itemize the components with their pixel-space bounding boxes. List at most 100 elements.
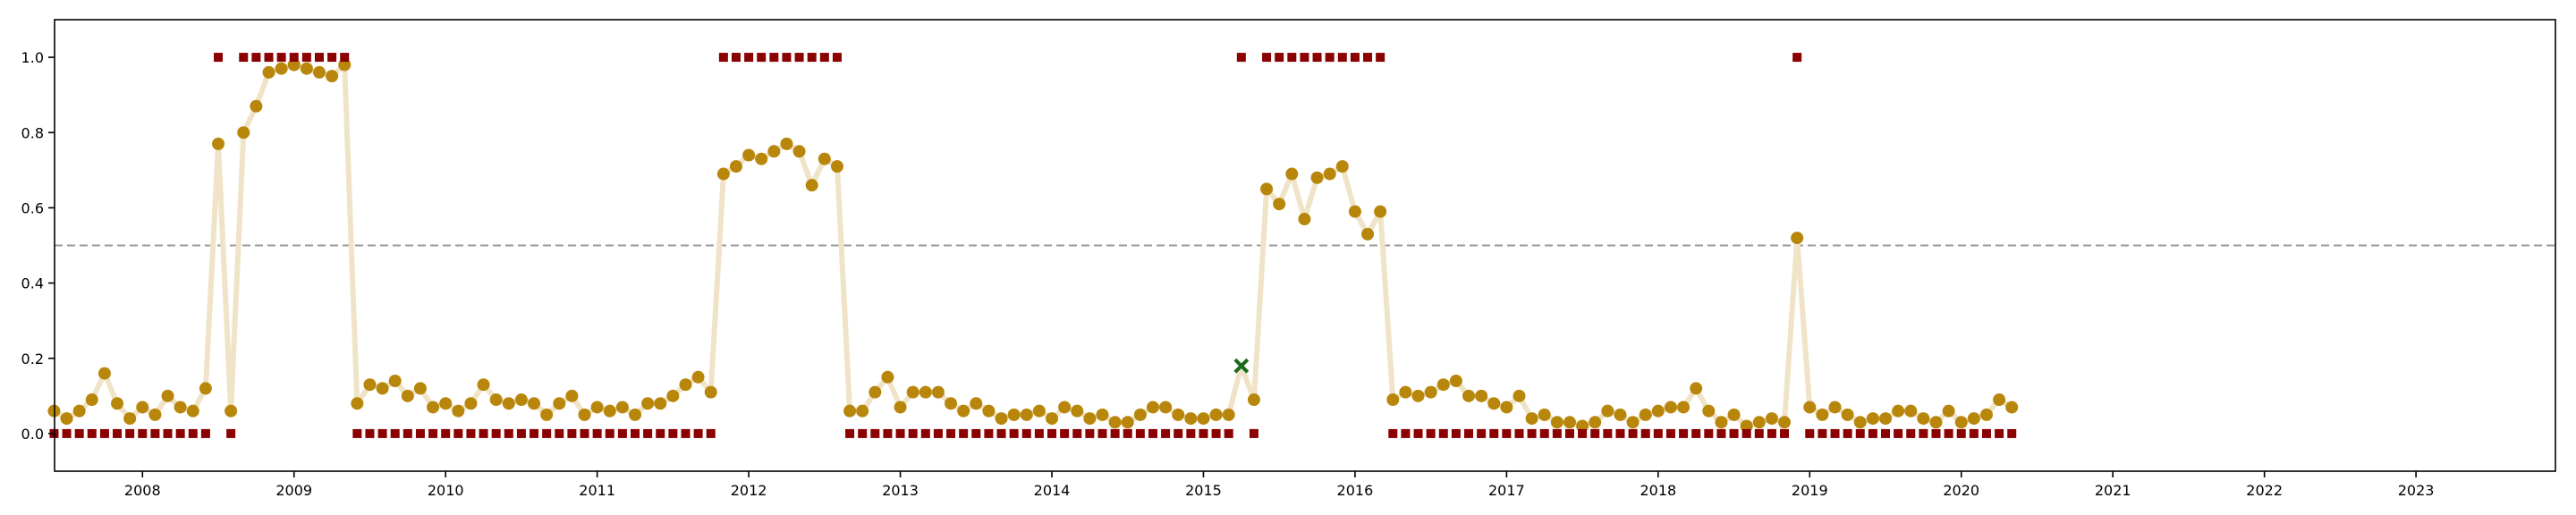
probability-point — [1778, 416, 1792, 429]
class-marker — [1224, 428, 1233, 438]
class-marker — [1527, 428, 1537, 438]
probability-point — [1664, 401, 1677, 414]
class-marker — [718, 53, 728, 63]
class-marker — [1325, 53, 1335, 63]
class-marker — [1552, 428, 1562, 438]
probability-point — [1917, 412, 1930, 426]
probability-point — [489, 393, 503, 407]
probability-point — [578, 408, 591, 421]
class-marker — [1034, 428, 1044, 438]
probability-point — [1929, 416, 1943, 429]
x-tick-label: 2019 — [1792, 482, 1828, 499]
class-marker — [200, 428, 210, 438]
probability-point — [995, 412, 1008, 426]
probability-point — [1133, 408, 1147, 421]
probability-point — [1298, 213, 1311, 226]
class-marker — [996, 428, 1006, 438]
class-marker — [1653, 428, 1663, 438]
probability-point — [1765, 412, 1778, 426]
class-marker — [402, 428, 412, 438]
probability-point — [388, 375, 402, 387]
probability-point — [691, 370, 705, 384]
probability-point — [792, 145, 806, 158]
probability-point — [818, 152, 831, 165]
class-marker — [1741, 428, 1751, 438]
class-marker — [1691, 428, 1701, 438]
class-marker — [908, 428, 918, 438]
class-marker — [1881, 428, 1891, 438]
class-marker — [377, 428, 387, 438]
class-marker — [832, 53, 842, 63]
class-marker — [1830, 428, 1840, 438]
probability-point — [60, 412, 73, 426]
probability-point — [540, 408, 554, 421]
class-marker — [2007, 428, 2017, 438]
x-tick-label: 2021 — [2095, 482, 2131, 499]
probability-point — [1639, 408, 1652, 421]
class-marker — [1640, 428, 1650, 438]
probability-point — [1209, 408, 1223, 421]
probability-point — [1614, 408, 1627, 421]
probability-point — [615, 401, 629, 414]
probability-point — [413, 382, 427, 395]
class-marker — [62, 428, 72, 438]
x-tick-label: 2015 — [1185, 482, 1222, 499]
probability-point — [1436, 378, 1450, 392]
probability-point — [869, 385, 882, 399]
probability-point — [1816, 408, 1829, 421]
class-marker — [1615, 428, 1625, 438]
class-marker — [1489, 428, 1499, 438]
probability-point — [1487, 397, 1501, 410]
probability-point — [1954, 416, 1968, 429]
probability-point — [1677, 401, 1690, 414]
class-marker — [1186, 428, 1196, 438]
probability-point — [1184, 412, 1198, 426]
probability-point — [1879, 412, 1893, 426]
probability-point — [931, 385, 945, 399]
class-marker — [681, 428, 691, 438]
probability-point — [123, 412, 137, 426]
class-marker — [1590, 428, 1600, 438]
class-marker — [516, 428, 526, 438]
class-marker — [163, 428, 173, 438]
class-marker — [807, 53, 817, 63]
class-marker — [1236, 53, 1246, 63]
class-marker — [226, 428, 236, 438]
class-marker — [301, 53, 311, 63]
probability-point — [1108, 416, 1122, 429]
class-marker — [428, 428, 438, 438]
class-marker — [1564, 428, 1574, 438]
probability-point — [1083, 412, 1097, 426]
y-tick-label: 1.0 — [21, 49, 44, 66]
probability-point — [1589, 416, 1602, 429]
class-marker — [782, 53, 792, 63]
probability-point — [1348, 205, 1361, 218]
class-marker — [693, 428, 703, 438]
probability-point — [1058, 401, 1072, 414]
y-tick-label: 0.2 — [21, 350, 44, 367]
probability-point — [1967, 412, 1980, 426]
class-marker — [1300, 53, 1309, 63]
probability-point — [2005, 401, 2019, 414]
x-tick-label: 2012 — [731, 482, 767, 499]
probability-point — [1222, 408, 1235, 421]
class-marker — [1919, 428, 1928, 438]
class-marker — [1009, 428, 1019, 438]
probability-point — [401, 389, 414, 402]
class-marker — [858, 428, 868, 438]
class-marker — [1401, 428, 1411, 438]
class-marker — [415, 428, 425, 438]
probability-point — [1374, 205, 1387, 218]
class-marker — [1350, 53, 1360, 63]
class-marker — [150, 428, 160, 438]
probability-point — [1538, 408, 1551, 421]
probability-point — [1904, 404, 1918, 418]
class-marker — [1451, 428, 1461, 438]
x-axis: 2008 2009 2010 2011 2012 2013 2014 2015 2016 2017… — [124, 471, 2434, 499]
class-marker — [555, 428, 564, 438]
class-marker — [946, 428, 956, 438]
probability-point — [1853, 416, 1867, 429]
probability-point — [161, 389, 174, 402]
class-marker — [1249, 428, 1258, 438]
probability-point — [654, 397, 667, 410]
